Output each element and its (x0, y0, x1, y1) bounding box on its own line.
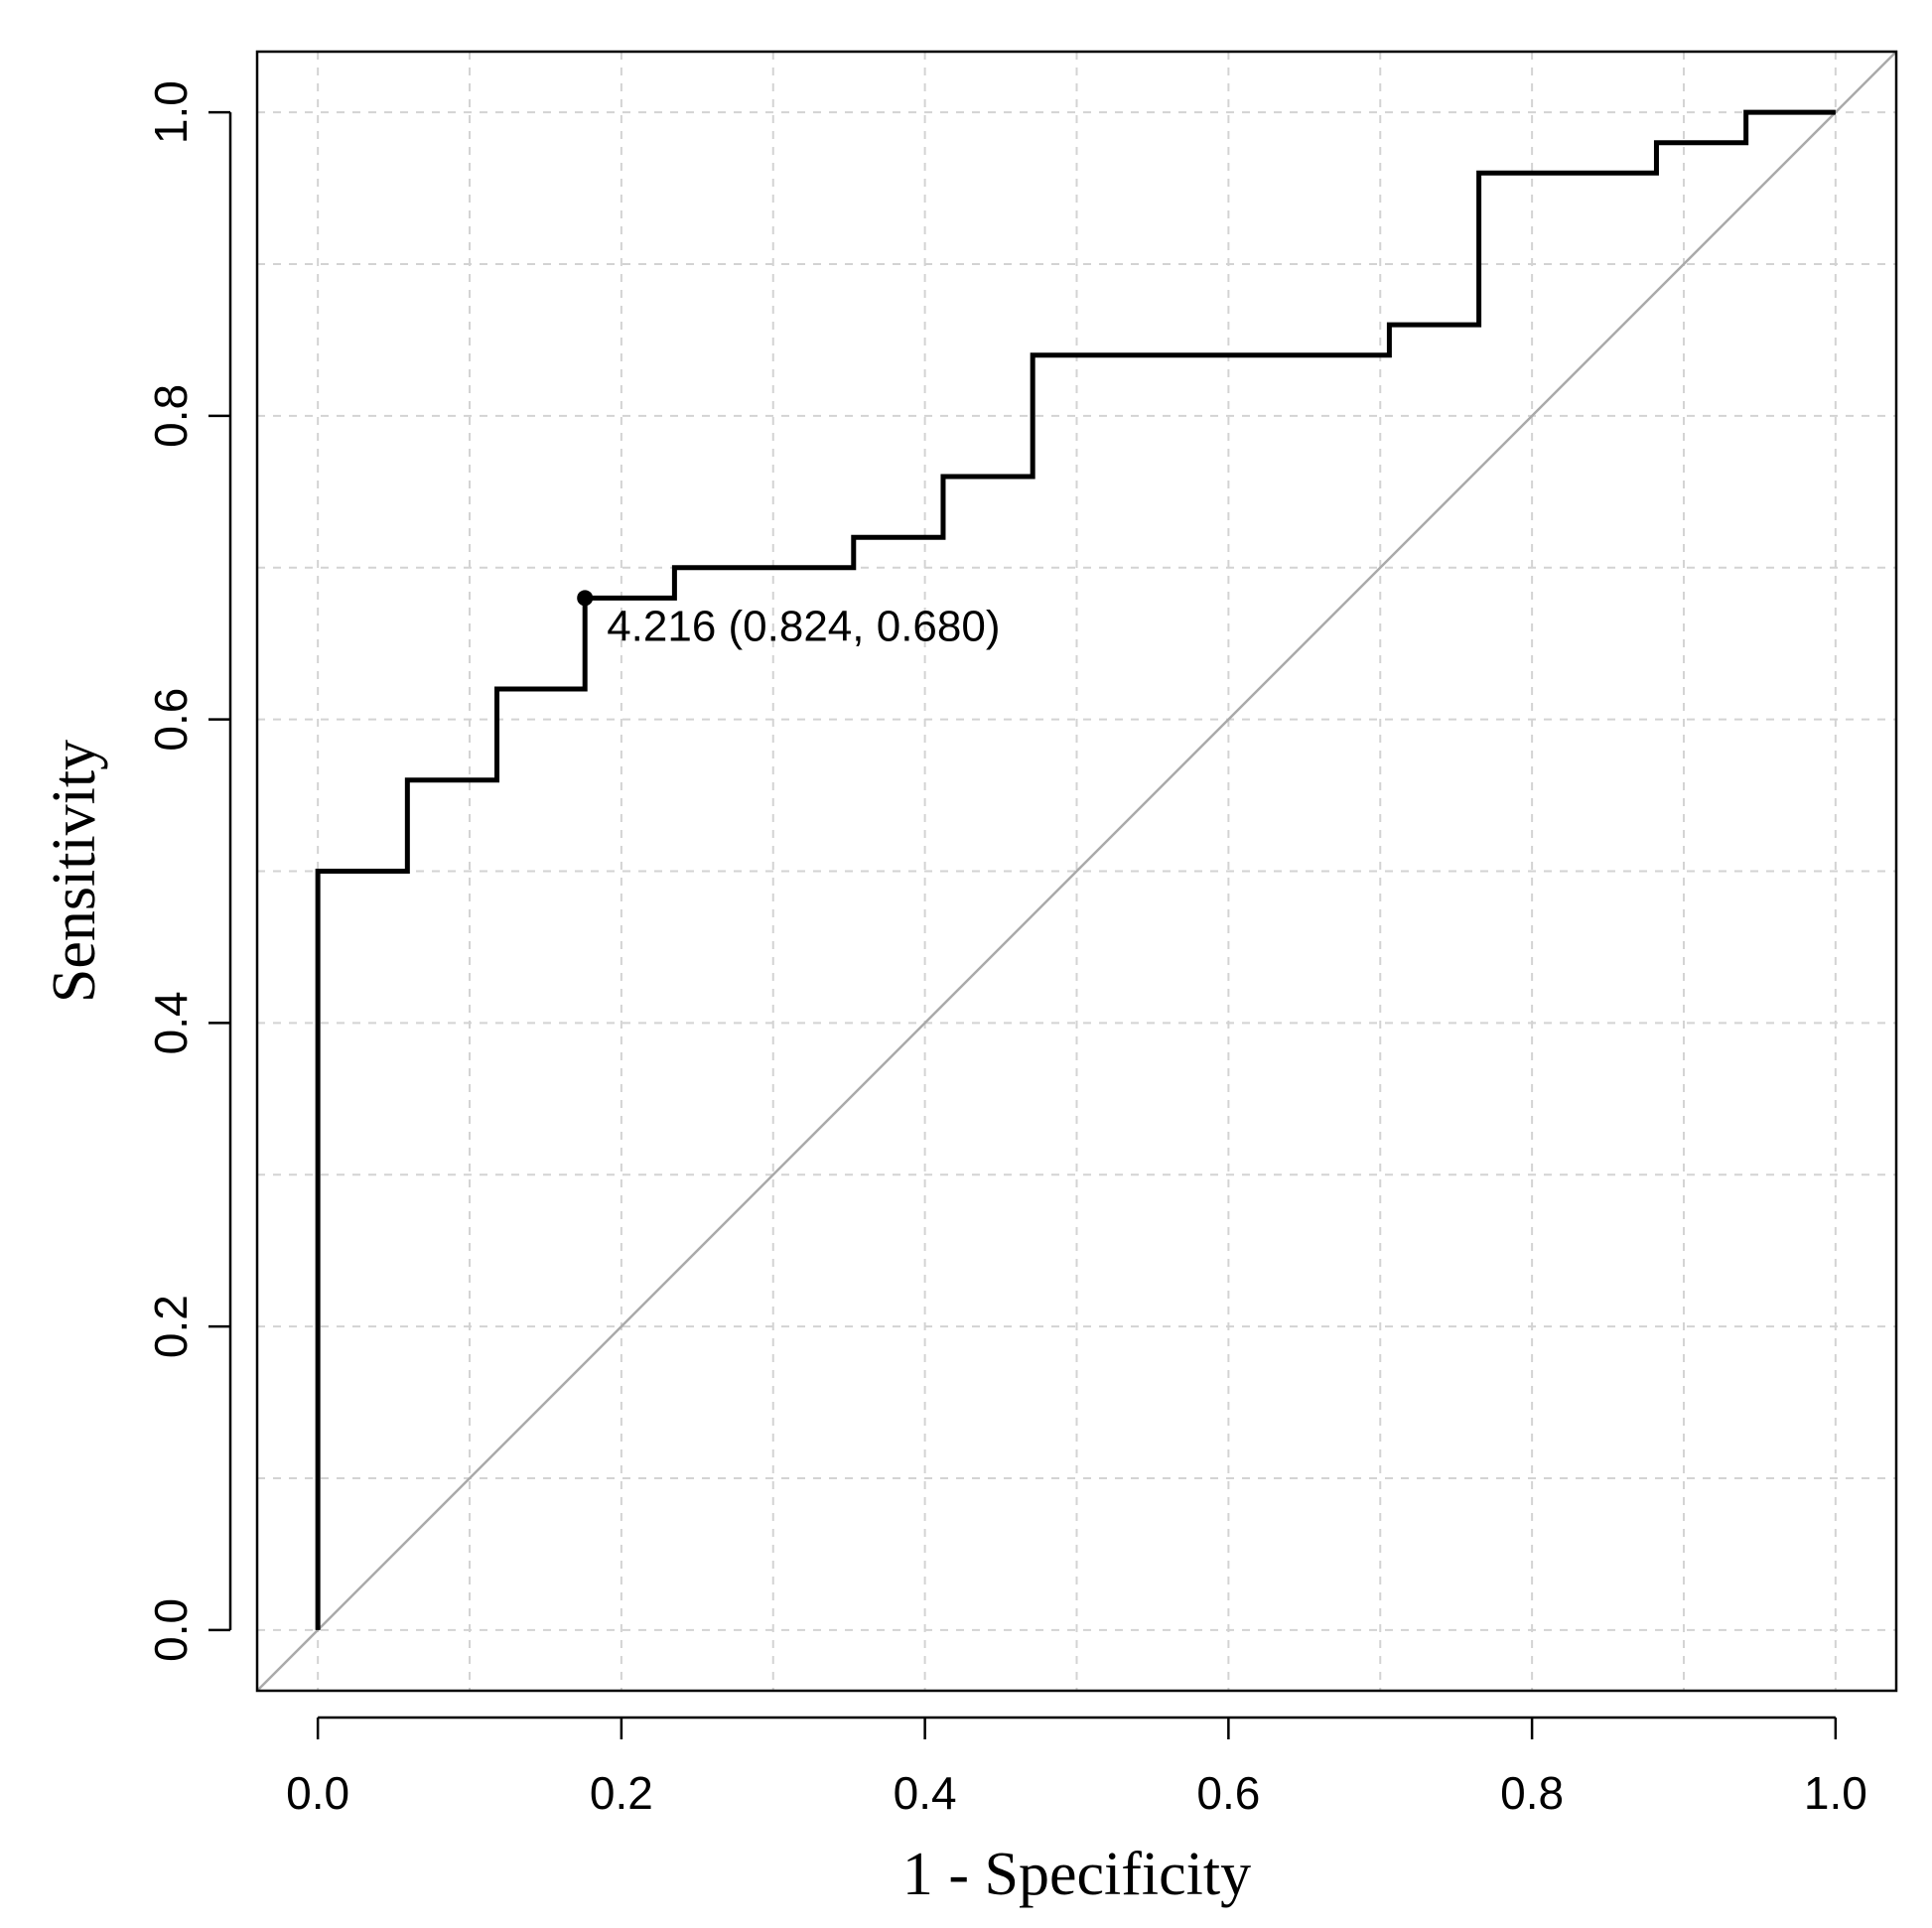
x-axis: 0.0 0.2 0.4 0.6 0.8 1.0 (286, 1716, 1867, 1819)
plot-frame (255, 50, 1898, 1693)
x-tick-label: 0.4 (894, 1767, 957, 1819)
y-tick-label: 0.0 (145, 1598, 197, 1662)
y-axis: 0.0 0.2 0.4 0.6 0.8 1.0 (145, 80, 232, 1662)
x-tick-label: 0.0 (286, 1767, 349, 1819)
y-tick-label: 0.8 (145, 384, 197, 448)
y-tick-label: 0.2 (145, 1295, 197, 1358)
roc-curve (315, 109, 1836, 1630)
x-tick-label: 0.2 (590, 1767, 653, 1819)
y-tick-label: 0.4 (145, 991, 197, 1054)
optimal-threshold-label: 4.216 (0.824, 0.680) (607, 602, 1000, 650)
reference-diagonal (256, 51, 1897, 1692)
x-tick-label: 0.6 (1196, 1767, 1260, 1819)
y-tick-label: 0.6 (145, 688, 197, 752)
x-tick-label: 0.8 (1500, 1767, 1564, 1819)
grid (257, 52, 1896, 1691)
x-axis-title: 1 - Specificity (902, 1841, 1251, 1908)
y-tick-label: 1.0 (145, 80, 197, 144)
x-tick-label: 1.0 (1804, 1767, 1867, 1819)
y-axis-title: Sensitivity (41, 740, 108, 1003)
optimal-threshold-point (577, 590, 594, 607)
